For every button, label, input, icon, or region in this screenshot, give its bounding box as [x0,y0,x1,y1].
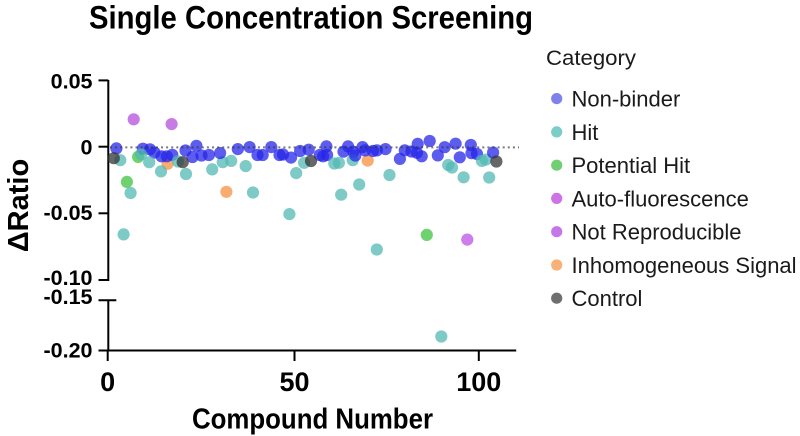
svg-text:Potential Hit: Potential Hit [572,153,691,178]
svg-text:Auto-fluorescence: Auto-fluorescence [572,186,749,211]
svg-text:Category: Category [546,46,636,70]
svg-text:50: 50 [279,367,309,397]
svg-text:Control: Control [572,286,643,311]
svg-text:Hit: Hit [572,120,599,145]
svg-text:-0.10: -0.10 [43,266,92,290]
svg-text:-0.05: -0.05 [43,201,92,225]
svg-text:0: 0 [81,136,93,160]
svg-text:Inhomogeneous Signal: Inhomogeneous Signal [572,253,797,278]
svg-text:0: 0 [100,367,115,397]
svg-text:0.05: 0.05 [51,69,93,93]
svg-text:-0.15: -0.15 [43,285,92,309]
svg-text:ΔRatio: ΔRatio [3,159,35,252]
svg-text:Not Reproducible: Not Reproducible [572,220,742,245]
svg-text:100: 100 [456,367,501,397]
svg-text:-0.20: -0.20 [43,339,92,363]
svg-text:Compound Number: Compound Number [192,404,433,436]
svg-text:Non-binder: Non-binder [572,87,681,112]
svg-text:Single Concentration Screening: Single Concentration Screening [89,0,533,36]
